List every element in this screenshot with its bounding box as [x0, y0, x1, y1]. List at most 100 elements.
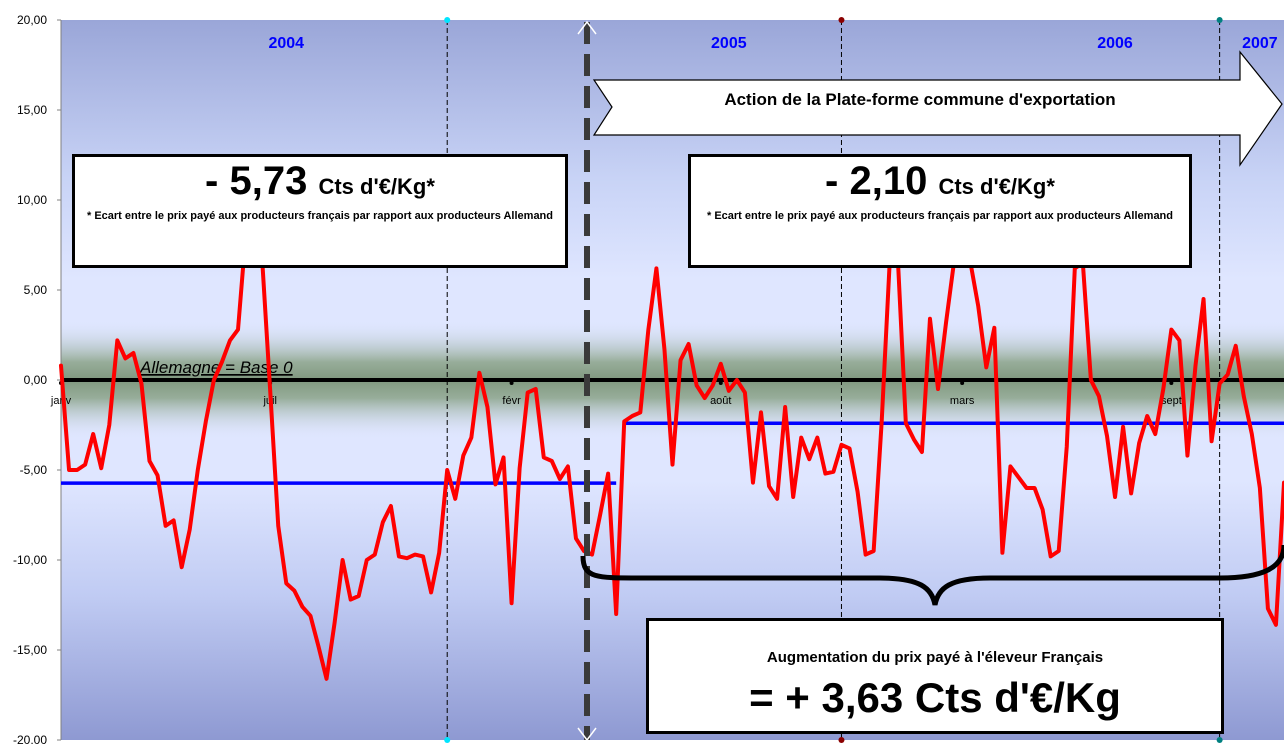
data-point [559, 478, 561, 480]
data-point [390, 505, 392, 507]
data-point [1267, 607, 1269, 610]
data-point [1210, 440, 1213, 443]
data-point [301, 606, 304, 608]
data-point [414, 553, 416, 556]
data-point [808, 458, 811, 461]
month-labels: janv juil févr août mars sept [50, 381, 1182, 407]
data-point [406, 557, 408, 559]
gap-value-before: - 5,73 Cts d'€/Kg* [205, 159, 435, 203]
data-point [470, 436, 473, 439]
data-point [792, 496, 794, 498]
data-point [921, 451, 923, 453]
data-point [599, 514, 601, 516]
data-point [551, 460, 553, 462]
data-point [349, 598, 352, 601]
data-point [567, 465, 569, 468]
data-point [1122, 426, 1124, 428]
data-point [526, 391, 529, 394]
data-point [784, 406, 786, 408]
data-point [880, 420, 883, 423]
increase-label: Augmentation du prix payé à l'éleveur Fr… [766, 649, 1104, 666]
data-point [510, 602, 513, 604]
data-point [164, 525, 167, 527]
data-point [1138, 442, 1140, 444]
data-point [655, 267, 658, 270]
data-point [76, 469, 78, 471]
data-point [977, 305, 980, 308]
data-point [824, 472, 827, 475]
data-point [591, 553, 593, 556]
data-point [116, 339, 119, 342]
data-point [140, 382, 143, 385]
data-point [695, 384, 698, 387]
data-point [711, 384, 714, 387]
data-point [518, 467, 521, 470]
data-point [172, 519, 175, 522]
data-point [229, 339, 231, 342]
data-point [864, 553, 867, 556]
data-point [1242, 395, 1245, 398]
data-point [1186, 454, 1189, 457]
data-point [631, 415, 634, 417]
data-point [494, 483, 497, 486]
data-point [92, 433, 94, 435]
month-tick [1169, 381, 1174, 385]
split-arrowhead-top [577, 20, 597, 35]
data-point [60, 364, 62, 367]
year-label: 2007 [1242, 35, 1278, 52]
data-point [373, 553, 376, 556]
data-point [148, 460, 151, 462]
month-label: févr [502, 395, 521, 407]
data-point [985, 366, 988, 369]
data-point [1025, 487, 1028, 489]
gap-box-after: - 2,10 Cts d'€/Kg* * Ecart entre le prix… [688, 154, 1192, 268]
data-point [1009, 465, 1012, 468]
data-point [454, 498, 457, 500]
y-tick-label: -20,00 [13, 733, 47, 744]
data-point [100, 467, 103, 470]
data-point [1275, 624, 1277, 626]
data-point [752, 481, 754, 484]
data-point [1001, 552, 1004, 554]
data-point [156, 474, 159, 477]
data-point [937, 388, 939, 390]
data-point [736, 379, 738, 381]
y-tick-label: 5,00 [24, 283, 48, 297]
divider-marker-bottom [1216, 737, 1223, 743]
data-point [502, 456, 505, 459]
data-point [1049, 555, 1052, 558]
data-point [486, 406, 489, 408]
y-tick-label: -15,00 [13, 643, 47, 657]
data-point [1218, 382, 1221, 385]
data-point [1041, 508, 1044, 511]
data-point [196, 469, 199, 471]
data-point [623, 420, 626, 423]
data-point [333, 622, 336, 624]
gap-note-before: * Ecart entre le prix payé aux producteu… [86, 210, 553, 222]
data-point [760, 411, 762, 414]
data-point [1106, 435, 1108, 437]
data-point [615, 613, 617, 615]
data-point [687, 343, 690, 345]
data-point [1162, 388, 1165, 390]
data-point [293, 589, 296, 592]
data-point [205, 420, 207, 423]
data-point [382, 521, 384, 523]
data-point [1194, 364, 1197, 367]
data-point [1259, 487, 1261, 489]
data-point [639, 411, 642, 414]
data-point [856, 490, 859, 493]
data-point [317, 645, 320, 648]
data-point [800, 436, 803, 439]
data-point [325, 678, 328, 680]
data-point [1098, 395, 1100, 398]
increase-value: = + 3,63 Cts d'€/Kg [749, 674, 1121, 721]
data-point [703, 397, 706, 399]
data-point [1074, 267, 1076, 270]
data-point [1114, 496, 1116, 498]
data-point [1090, 379, 1092, 381]
month-label: mars [950, 395, 975, 407]
data-point [1251, 433, 1253, 435]
y-tick-label: 20,00 [17, 13, 47, 27]
split-arrowhead-bottom [577, 727, 597, 742]
